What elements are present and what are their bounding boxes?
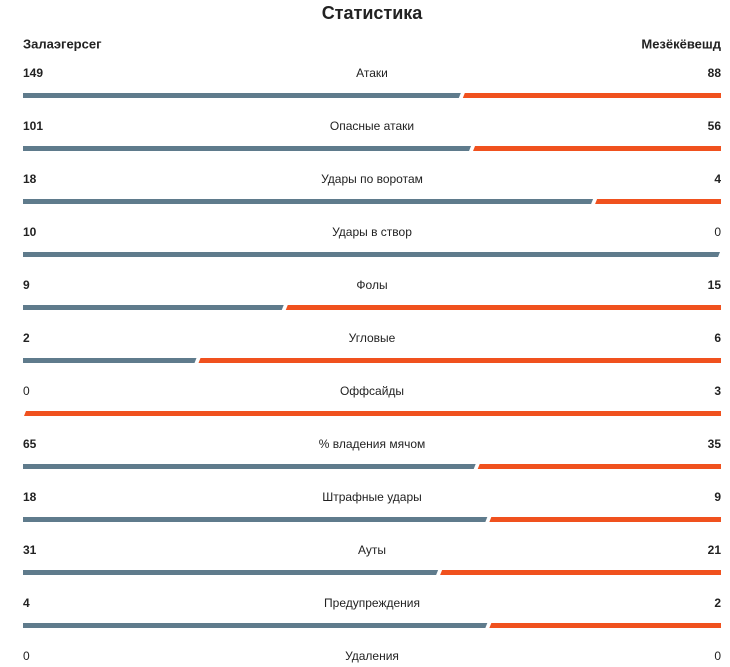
away-bar	[489, 623, 721, 628]
away-bar	[477, 464, 721, 469]
away-bar	[462, 93, 721, 98]
home-team: Залаэгерсег	[23, 36, 102, 51]
home-value: 31	[23, 543, 37, 557]
stat-label: Предупреждения	[324, 596, 420, 610]
home-value: 18	[23, 490, 37, 504]
away-bar	[595, 199, 721, 204]
home-value: 18	[23, 172, 37, 186]
home-bar	[23, 146, 472, 151]
stat-label: % владения мячом	[319, 437, 426, 451]
home-bar	[23, 517, 488, 522]
home-value: 2	[23, 331, 30, 345]
stat-label: Штрафные удары	[322, 490, 422, 504]
stat-label: Удары в створ	[332, 225, 412, 239]
home-value: 65	[23, 437, 37, 451]
stat-label: Удары по воротам	[321, 172, 423, 186]
home-bar	[23, 464, 476, 469]
stat-label: Ауты	[358, 543, 386, 557]
away-value: 15	[708, 278, 722, 292]
away-value: 21	[708, 543, 722, 557]
away-value: 88	[708, 66, 722, 80]
away-bar	[198, 358, 721, 363]
home-value: 101	[23, 119, 43, 133]
home-value: 0	[23, 649, 30, 663]
stat-label: Удаления	[345, 649, 399, 663]
home-bar	[23, 570, 439, 575]
title: Статистика	[322, 3, 424, 23]
away-value: 4	[714, 172, 721, 186]
away-bar	[285, 305, 721, 310]
away-bar	[440, 570, 721, 575]
away-team: Мезёкёвешд	[641, 36, 721, 51]
home-bar	[23, 199, 594, 204]
home-value: 149	[23, 66, 43, 80]
home-value: 0	[23, 384, 30, 398]
away-value: 3	[714, 384, 721, 398]
away-value: 35	[708, 437, 722, 451]
away-value: 0	[714, 649, 721, 663]
away-bar	[24, 411, 721, 416]
away-bar	[489, 517, 721, 522]
home-bar	[23, 93, 461, 98]
stat-label: Атаки	[356, 66, 388, 80]
away-bar	[473, 146, 721, 151]
stat-label: Опасные атаки	[330, 119, 414, 133]
stat-label: Оффсайды	[340, 384, 404, 398]
home-value: 4	[23, 596, 30, 610]
away-value: 2	[714, 596, 721, 610]
home-value: 10	[23, 225, 37, 239]
away-value: 56	[708, 119, 722, 133]
home-bar	[23, 305, 284, 310]
stat-label: Фолы	[356, 278, 387, 292]
stat-label: Угловые	[349, 331, 396, 345]
home-value: 9	[23, 278, 30, 292]
home-bar	[23, 252, 720, 257]
away-value: 6	[714, 331, 721, 345]
home-bar	[23, 358, 197, 363]
away-value: 9	[714, 490, 721, 504]
away-value: 0	[714, 225, 721, 239]
home-bar	[23, 623, 488, 628]
